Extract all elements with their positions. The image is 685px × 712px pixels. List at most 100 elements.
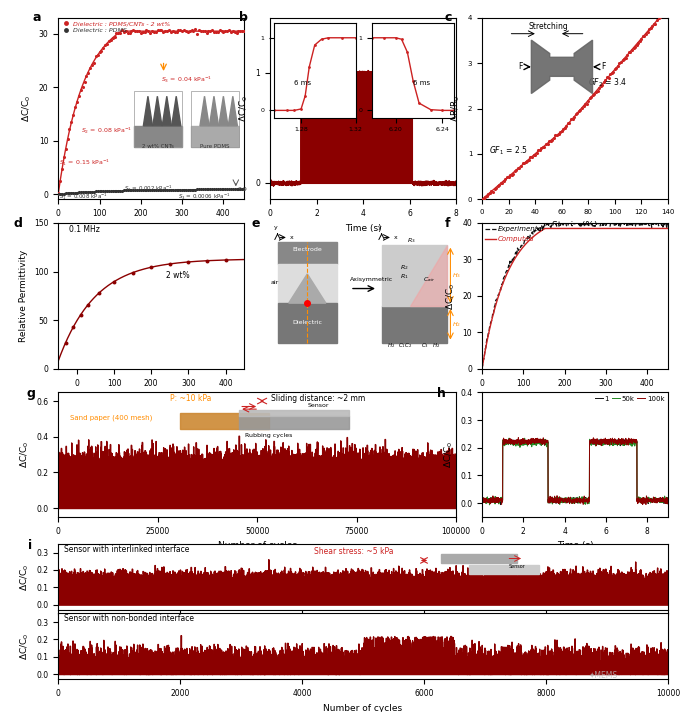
Point [60,337,71,348]
Point [124,184,135,196]
Point [208,184,219,195]
Point [197,184,208,195]
X-axis label: Pressure (kPa): Pressure (kPa) [119,393,183,402]
Point [151,26,162,38]
Point [182,26,193,38]
Point [558,124,569,135]
100k [642,501,650,509]
Point [158,184,169,195]
Point [116,185,127,197]
Point [639,30,650,41]
Point [190,184,201,195]
Point [601,71,612,83]
Point [495,177,506,189]
Point [620,52,631,63]
Point [60,188,71,199]
1 [493,496,501,504]
Point [56,163,67,174]
Legend: Dielectric : PDMS/CNTs - 2 wt%, Dielectric : PDMS: Dielectric : PDMS/CNTs - 2 wt%, Dielectr… [62,21,170,33]
Point [114,27,125,38]
Computed [593,224,601,233]
Point [562,117,573,129]
Text: x: x [394,235,397,240]
Point [633,37,644,48]
Point [564,117,575,128]
Point [199,26,210,37]
Point [134,26,145,37]
Point [143,184,154,196]
Text: $R_1$: $R_1$ [400,272,409,281]
Point [179,184,190,195]
Text: ✦MEMS: ✦MEMS [588,671,618,680]
Point [594,82,605,93]
Point [66,187,77,199]
Point [214,24,225,36]
Point [90,186,101,197]
Point [212,26,223,38]
Point [648,19,659,30]
Polygon shape [288,274,326,303]
Point [162,25,173,36]
Point [156,184,167,196]
100k [557,496,565,504]
1 [664,495,672,503]
Text: P: ~10 kPa: P: ~10 kPa [170,394,211,403]
100k [514,434,523,442]
Point [107,185,118,197]
Point [169,26,180,38]
Point [75,309,86,320]
Point [233,184,244,195]
Point [482,190,493,201]
Point [539,142,550,153]
Point [109,185,120,197]
Point [606,67,617,78]
Point [137,26,148,38]
Point [149,184,160,196]
Text: $S_3$ = 0.0006 kPa$^{-1}$: $S_3$ = 0.0006 kPa$^{-1}$ [178,192,230,202]
Point [175,184,186,195]
Point [595,80,606,92]
Point [111,185,122,197]
Text: d: d [14,217,23,230]
Computed [479,361,487,370]
Text: i: i [27,539,32,552]
X-axis label: Strain (%): Strain (%) [552,221,598,230]
Point [116,25,127,36]
Point [108,276,119,288]
Legend: 1, 50k, 100k: 1, 50k, 100k [595,396,664,402]
Point [634,36,645,47]
Computed [635,224,643,233]
Point [561,120,572,132]
Point [540,138,551,150]
Point [611,63,622,74]
Point [207,24,218,36]
Point [210,26,221,38]
Point [556,125,567,137]
Point [53,188,64,199]
50k [584,498,592,506]
Experimental [647,219,655,228]
Line: 100k: 100k [482,438,668,505]
Text: air: air [271,280,279,286]
Point [222,184,233,195]
Point [656,9,667,20]
Text: $S_3$ = 0.04 kPa$^{-1}$: $S_3$ = 0.04 kPa$^{-1}$ [162,75,213,85]
Point [566,114,577,125]
Point [71,96,82,108]
Experimental [588,223,597,231]
Point [214,184,225,195]
Point [180,184,191,195]
Y-axis label: Relative Permittivity: Relative Permittivity [19,250,29,342]
Text: b: b [238,11,247,23]
Point [521,156,532,167]
Point [111,27,122,38]
Point [225,184,236,195]
Point [160,184,171,196]
Point [71,187,82,198]
Point [592,85,603,97]
Polygon shape [410,245,447,306]
Point [517,157,528,169]
Point [145,27,155,38]
Experimental [479,361,487,370]
Y-axis label: $\Delta$C/C$_0$: $\Delta$C/C$_0$ [18,563,31,591]
